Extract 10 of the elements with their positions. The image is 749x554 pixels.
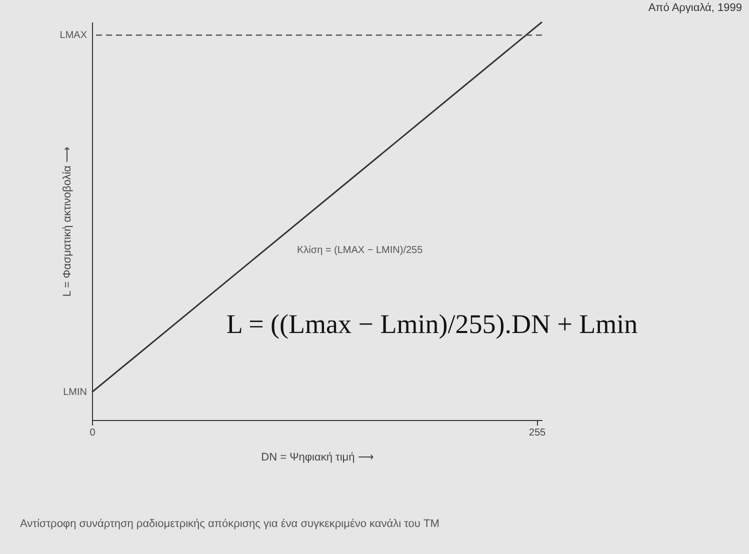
x-tick-label: 0 xyxy=(90,428,96,438)
text: LMIN xyxy=(63,387,87,398)
annotation: Κλίση = (LMAX − LMIN)/255 xyxy=(297,245,424,256)
text: Αντίστροφη συνάρτηση ραδιομετρικής απόκρισης για ένα συγκεκριμένο κανάλι του TM xyxy=(20,518,440,530)
ref-line-label: LMAX xyxy=(60,30,88,42)
x-axis-title: DN = Ψηφιακή τιμή ⟶ xyxy=(261,452,374,464)
y-axis-title: L = Φασματική ακτινοβολία ⟶ xyxy=(62,146,74,297)
annotation: L = ((Lmax − Lmin)/255).DN + Lmin xyxy=(226,309,638,339)
text: Από Αργιαλά, 1999 xyxy=(648,2,742,14)
x-tick-label: 255 xyxy=(528,428,546,438)
